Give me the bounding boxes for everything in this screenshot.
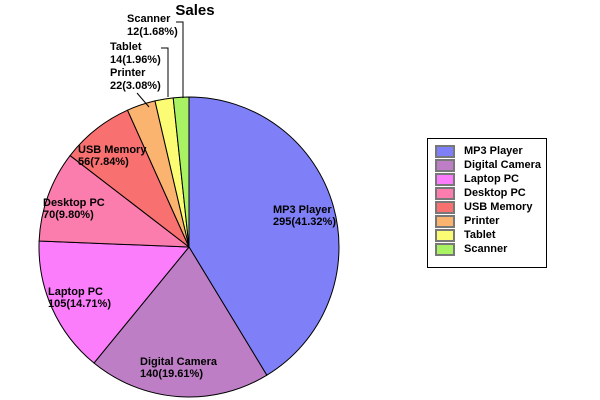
legend-item-usb-memory: USB Memory	[435, 200, 546, 214]
legend-label-laptop-pc: Laptop PC	[464, 173, 519, 185]
pie-slice-laptop-pc	[38, 240, 190, 364]
slice-label-name: Laptop PC	[48, 286, 103, 298]
legend-label-usb-memory: USB Memory	[464, 201, 533, 213]
slice-label-digital-camera: Digital Camera 140(19.61%)	[140, 356, 217, 380]
slice-label-name: MP3 Player	[273, 204, 332, 216]
slice-label-name: Tablet	[110, 41, 142, 53]
pie-slice-desktop-pc	[38, 155, 190, 248]
legend-swatch-mp3-player	[435, 144, 455, 158]
leader-line-printer	[136, 92, 150, 108]
leader-line-scanner	[176, 21, 184, 98]
legend-swatch-digital-camera	[435, 158, 455, 172]
slice-label-printer: Printer 22(3.08%)	[110, 67, 161, 93]
slice-label-value: 295(41.32%)	[273, 216, 336, 228]
slice-label-name: Digital Camera	[140, 356, 218, 368]
legend-item-printer: Printer	[435, 214, 546, 228]
legend-label-printer: Printer	[464, 215, 500, 227]
slice-label-desktop-pc: Desktop PC 70(9.80%)	[43, 197, 105, 221]
pie-slice-digital-camera	[93, 246, 268, 398]
slice-label-value: 70(9.80%)	[43, 209, 94, 221]
legend-label-desktop-pc: Desktop PC	[464, 187, 526, 199]
legend-label-tablet: Tablet	[464, 229, 496, 241]
legend-swatch-scanner	[435, 242, 455, 256]
slice-label-value: 56(7.84%)	[78, 156, 129, 168]
legend-item-tablet: Tablet	[435, 228, 546, 242]
legend-label-digital-camera: Digital Camera	[464, 159, 542, 171]
legend-label-scanner: Scanner	[464, 243, 508, 255]
slice-label-laptop-pc: Laptop PC 105(14.71%)	[48, 286, 111, 310]
legend-swatch-desktop-pc	[435, 186, 455, 200]
slice-label-name: Desktop PC	[43, 197, 105, 209]
pie-slice-mp3-player	[188, 96, 340, 376]
legend-item-desktop-pc: Desktop PC	[435, 186, 546, 200]
slice-label-value: 14(1.96%)	[110, 54, 161, 66]
legend-item-digital-camera: Digital Camera	[435, 158, 546, 172]
pie-slice-scanner	[172, 96, 190, 248]
legend-swatch-tablet	[435, 228, 455, 242]
slice-label-scanner: Scanner 12(1.68%)	[127, 13, 178, 39]
legend-label-mp3-player: MP3 Player	[464, 145, 523, 157]
legend-item-laptop-pc: Laptop PC	[435, 172, 546, 186]
slice-label-value: 22(3.08%)	[110, 80, 161, 92]
legend-item-scanner: Scanner	[435, 242, 546, 256]
legend-swatch-usb-memory	[435, 200, 455, 214]
slice-label-value: 140(19.61%)	[140, 368, 203, 380]
slice-label-value: 12(1.68%)	[127, 26, 178, 38]
legend: MP3 Player Digital Camera Laptop PC Desktop…	[427, 138, 547, 268]
chart-title: Sales	[175, 2, 215, 19]
leader-line-tablet	[161, 47, 169, 97]
legend-item-mp3-player: MP3 Player	[435, 144, 546, 158]
slice-label-mp3-player: MP3 Player 295(41.32%)	[273, 204, 336, 228]
legend-swatch-laptop-pc	[435, 172, 455, 186]
slice-label-usb-memory: USB Memory 56(7.84%)	[78, 144, 146, 168]
slice-label-name: Scanner	[127, 13, 171, 25]
slice-label-name: USB Memory	[78, 144, 147, 156]
slice-label-value: 105(14.71%)	[48, 298, 111, 310]
slice-label-name: Printer	[110, 67, 146, 79]
legend-swatch-printer	[435, 214, 455, 228]
slice-label-tablet: Tablet 14(1.96%)	[110, 41, 161, 67]
